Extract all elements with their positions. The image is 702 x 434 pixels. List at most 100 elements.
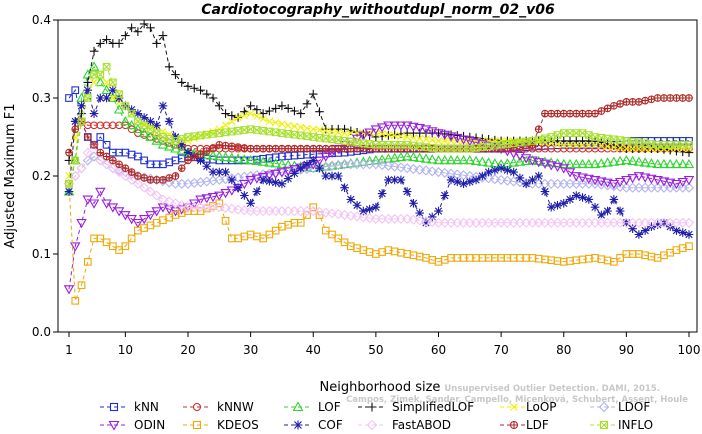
data-point	[253, 144, 261, 153]
data-point	[597, 210, 606, 220]
data-point	[334, 234, 343, 243]
data-point	[277, 101, 287, 111]
data-point	[553, 109, 562, 118]
data-point	[646, 158, 657, 168]
data-point	[346, 195, 356, 204]
data-point	[115, 160, 123, 169]
data-point	[258, 109, 268, 118]
y-tick-label: 0.1	[32, 247, 51, 261]
data-point	[427, 166, 438, 177]
data-point	[134, 117, 142, 126]
data-point	[303, 124, 311, 132]
data-point	[653, 94, 662, 102]
data-point	[578, 129, 587, 137]
data-point	[608, 179, 620, 190]
data-point	[559, 129, 568, 137]
legend-label: kNN	[134, 400, 159, 414]
data-point	[396, 175, 406, 185]
x-tick-label: 100	[678, 343, 701, 357]
data-point	[177, 140, 187, 150]
data-point	[76, 218, 87, 229]
data-point	[627, 174, 638, 184]
data-point	[378, 248, 386, 256]
y-tick-label: 0.3	[32, 91, 51, 105]
data-point	[259, 234, 267, 243]
data-point	[296, 218, 305, 227]
data-point	[315, 107, 324, 116]
data-point	[308, 206, 319, 217]
data-point	[365, 204, 374, 214]
watermark-line-2: Unsupervised Outlier Detection. DAMI, 20…	[444, 384, 660, 394]
data-point	[164, 62, 174, 72]
data-point	[109, 94, 117, 102]
data-point	[258, 175, 268, 185]
data-point	[328, 230, 336, 239]
data-point	[102, 35, 111, 44]
data-point	[589, 158, 601, 169]
data-point	[470, 155, 482, 166]
data-point	[215, 199, 224, 208]
data-point	[628, 98, 637, 106]
data-point	[672, 94, 681, 102]
data-point	[565, 195, 575, 204]
data-point	[389, 121, 400, 131]
legend-item-cof: COF	[284, 418, 343, 432]
data-point	[271, 119, 280, 127]
data-point	[253, 112, 261, 120]
data-point	[433, 154, 444, 165]
data-point	[289, 165, 300, 175]
data-point	[377, 189, 387, 198]
data-point	[370, 154, 382, 165]
data-point	[95, 76, 106, 87]
data-point	[589, 176, 601, 186]
data-point	[207, 150, 219, 160]
data-point	[583, 158, 595, 169]
data-point	[408, 214, 419, 225]
data-point	[102, 62, 111, 71]
data-point	[83, 133, 92, 141]
data-point	[683, 182, 695, 193]
data-point	[327, 171, 337, 181]
data-point	[259, 144, 267, 153]
data-point	[345, 158, 357, 168]
data-point	[677, 178, 688, 188]
data-point	[151, 135, 162, 145]
data-point	[271, 104, 280, 113]
data-point	[359, 206, 368, 216]
data-point	[251, 174, 263, 184]
data-point	[121, 242, 130, 251]
data-point	[265, 117, 274, 126]
data-point	[226, 203, 237, 214]
data-point	[146, 117, 155, 126]
data-point	[602, 178, 613, 188]
legend-item-kdeos: KDEOS	[183, 418, 259, 432]
data-point	[439, 130, 451, 141]
data-point	[134, 172, 142, 180]
data-point	[239, 154, 250, 164]
data-point	[635, 145, 643, 153]
data-point	[220, 189, 231, 199]
data-point	[478, 171, 487, 181]
legend-item-fastabod: FastABOD	[358, 418, 451, 432]
data-point	[533, 158, 544, 168]
data-point	[165, 158, 174, 167]
data-point	[683, 217, 695, 228]
data-point	[246, 101, 255, 111]
data-point	[83, 94, 92, 102]
legend-item-simplifiedlof: SimplifiedLOF	[358, 400, 474, 414]
data-point	[232, 153, 244, 163]
data-point	[640, 226, 650, 235]
data-point	[666, 94, 675, 102]
data-point	[609, 101, 618, 110]
data-point	[265, 106, 274, 116]
data-point	[127, 23, 136, 33]
data-point	[571, 172, 582, 182]
data-point	[658, 177, 670, 187]
x-tick-label: 50	[368, 343, 383, 357]
data-point	[102, 93, 111, 103]
data-point	[321, 171, 331, 181]
data-point	[420, 216, 432, 227]
data-point	[621, 154, 632, 165]
series-line	[68, 73, 689, 177]
data-point	[564, 158, 576, 169]
